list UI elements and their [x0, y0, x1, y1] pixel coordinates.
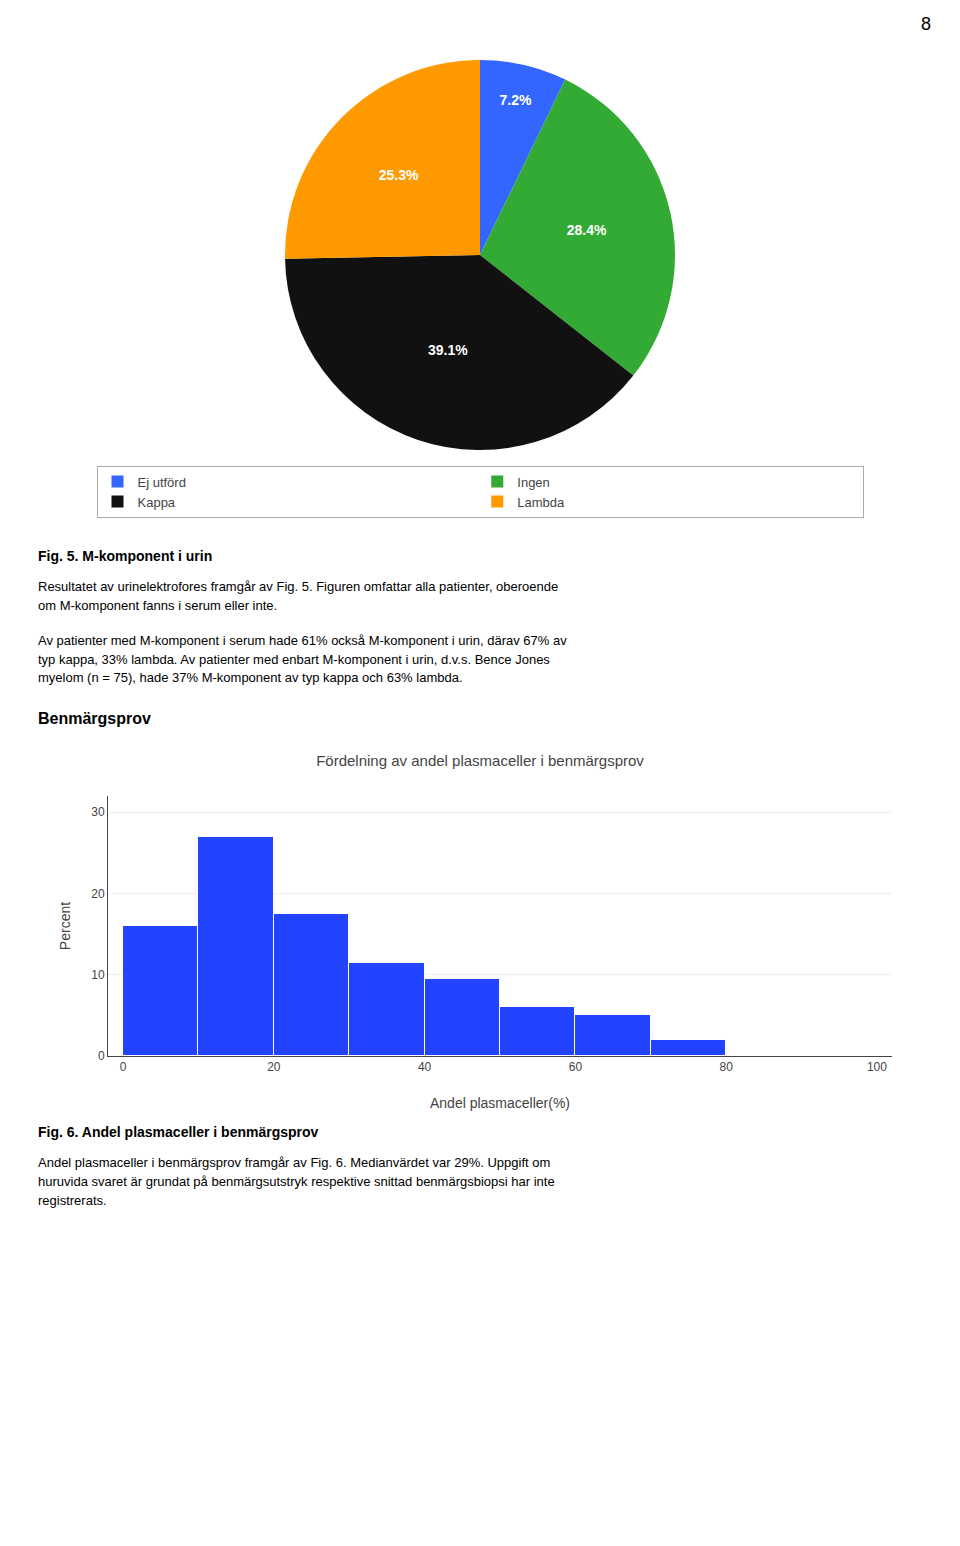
- svg-text:28.4%: 28.4%: [567, 222, 607, 238]
- html-text:Fig. 5. M-komponent i urin: Fig. 5. M-komponent i urin: [38, 548, 213, 564]
- svg-text:Andel plasmaceller(%): Andel plasmaceller(%): [430, 1095, 570, 1111]
- svg-text:40: 40: [418, 1061, 432, 1075]
- svg-text:25.3%: 25.3%: [379, 167, 419, 183]
- html-text:Av patienter med M-komponent i: Av patienter med M-komponent i serum had…: [38, 632, 567, 648]
- svg-text:Fördelning av andel plasmacell: Fördelning av andel plasmaceller i benmä…: [316, 752, 644, 769]
- svg-text:Ej utförd: Ej utförd: [138, 475, 186, 490]
- svg-text:20: 20: [267, 1061, 281, 1075]
- html-text:Fig. 6. Andel plasmaceller i b: Fig. 6. Andel plasmaceller i benmärgspro…: [38, 1124, 319, 1141]
- svg-text:20: 20: [91, 887, 105, 901]
- html-text:registrerats.: registrerats.: [38, 1192, 107, 1208]
- html-text:typ kappa, 33% lambda. Av pati: typ kappa, 33% lambda. Av patienter med …: [38, 651, 550, 667]
- html-text:myelom (n = 75), hade 37% M-ko: myelom (n = 75), hade 37% M-komponent av…: [38, 670, 463, 686]
- svg-text:Kappa: Kappa: [138, 495, 176, 510]
- html-text:Benmärgsprov: Benmärgsprov: [38, 710, 151, 728]
- svg-text:0: 0: [120, 1061, 127, 1075]
- svg-text:39.1%: 39.1%: [428, 342, 468, 358]
- svg-text:Lambda: Lambda: [517, 495, 565, 510]
- html-text:Resultatet av urinelektrofores: Resultatet av urinelektrofores framgår a…: [38, 579, 559, 594]
- svg-text:Ingen: Ingen: [517, 475, 550, 490]
- svg-text:7.2%: 7.2%: [499, 92, 531, 108]
- html-text:huruvida svaret är grundat på: huruvida svaret är grundat på benmärgsut…: [38, 1174, 555, 1190]
- html-text:om M-komponent fanns i serum e: om M-komponent fanns i serum eller inte.: [38, 597, 278, 613]
- html-text:8: 8: [921, 14, 931, 34]
- svg-text:100: 100: [867, 1061, 887, 1075]
- svg-text:60: 60: [569, 1061, 583, 1075]
- svg-text:10: 10: [91, 968, 105, 982]
- html-text:Andel plasmaceller i benmärgsp: Andel plasmaceller i benmärgsprov framgå…: [38, 1155, 551, 1171]
- svg-text:80: 80: [719, 1061, 733, 1075]
- svg-text:Percent: Percent: [57, 902, 73, 950]
- svg-text:30: 30: [91, 806, 105, 820]
- svg-text:0: 0: [98, 1049, 105, 1063]
